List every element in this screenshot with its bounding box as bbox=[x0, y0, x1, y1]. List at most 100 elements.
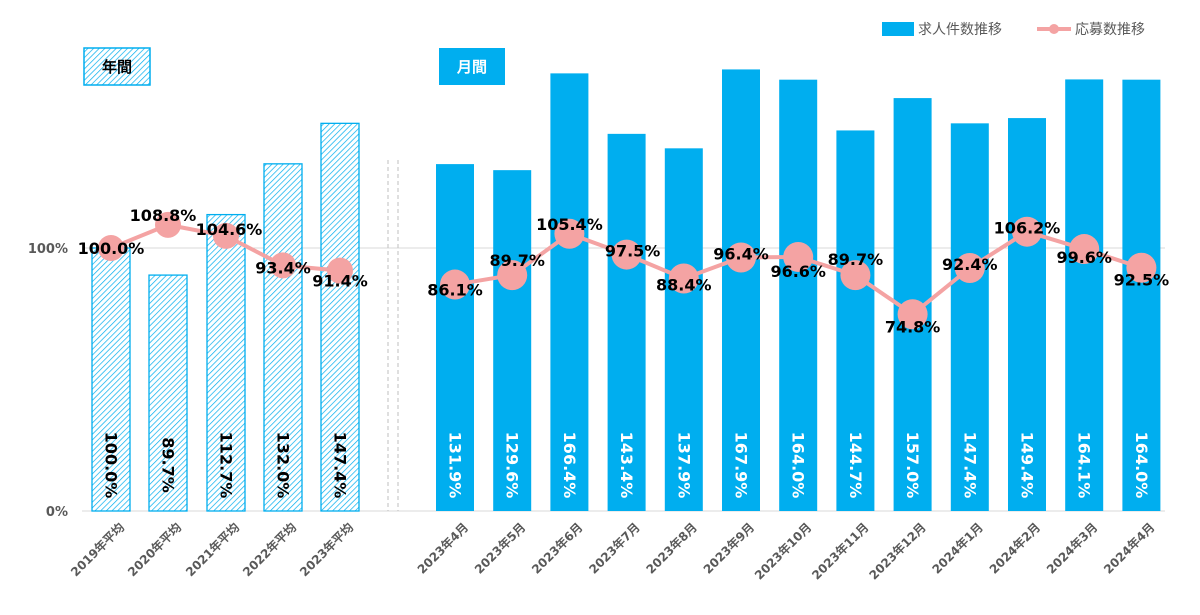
line-point bbox=[213, 222, 239, 249]
line-value-label: 74.8% bbox=[885, 317, 941, 336]
line-value-label: 105.4% bbox=[536, 215, 603, 234]
bar bbox=[1008, 118, 1046, 511]
line-value-label: 92.4% bbox=[942, 255, 998, 274]
line-point bbox=[611, 239, 642, 270]
x-tick-label: 2023年4月 bbox=[414, 520, 471, 577]
bar-value-label: 157.0% bbox=[903, 432, 922, 499]
bar-value-label: 164.1% bbox=[1075, 432, 1094, 499]
line-point bbox=[440, 269, 470, 300]
bar bbox=[1065, 79, 1104, 512]
line-point bbox=[897, 299, 928, 330]
x-tick-label: 2020年平均 bbox=[124, 520, 184, 580]
group-label-box-annual bbox=[83, 47, 151, 86]
bar bbox=[320, 122, 360, 512]
x-tick-label: 2021年平均 bbox=[182, 520, 242, 580]
bar bbox=[206, 213, 246, 512]
group-label-monthly: 月間 bbox=[456, 58, 487, 76]
line-point bbox=[954, 252, 985, 283]
line-point bbox=[783, 241, 814, 272]
x-tick-label: 2019年平均 bbox=[67, 520, 127, 580]
bar-value-label: 147.4% bbox=[331, 432, 350, 499]
x-tick-label: 2023年11月 bbox=[809, 520, 872, 583]
x-tick-label: 2024年3月 bbox=[1043, 520, 1100, 577]
line-value-label: 108.8% bbox=[130, 206, 197, 225]
line-value-label: 96.6% bbox=[770, 262, 826, 281]
line-value-label: 106.2% bbox=[994, 219, 1061, 238]
x-tick-label: 2022年平均 bbox=[239, 520, 299, 580]
bar bbox=[607, 133, 646, 511]
bar-value-label: 129.6% bbox=[503, 432, 522, 499]
line-point bbox=[1126, 252, 1157, 283]
bar-value-label: 167.9% bbox=[732, 432, 751, 499]
bar bbox=[436, 164, 474, 511]
bar bbox=[722, 69, 760, 511]
x-tick-label: 2024年4月 bbox=[1100, 520, 1157, 577]
bar-value-label: 131.9% bbox=[446, 432, 465, 499]
legend-swatch-marker bbox=[1049, 24, 1059, 34]
bar-value-label: 132.0% bbox=[274, 432, 293, 499]
line-value-label: 92.5% bbox=[1114, 271, 1170, 290]
x-tick-label: 2023年7月 bbox=[586, 520, 643, 577]
bar-value-label: 149.4% bbox=[1018, 432, 1037, 499]
line-value-label: 88.4% bbox=[656, 276, 712, 295]
line-point bbox=[1012, 216, 1042, 247]
line-value-label: 86.1% bbox=[427, 281, 483, 300]
x-tick-label: 2023年平均 bbox=[296, 520, 356, 580]
x-tick-label: 2024年1月 bbox=[929, 520, 986, 577]
x-tick-label: 2023年12月 bbox=[866, 520, 929, 583]
line-point bbox=[155, 211, 181, 238]
bar bbox=[950, 123, 989, 511]
x-tick-label: 2023年8月 bbox=[643, 520, 700, 577]
bar bbox=[779, 79, 818, 512]
y-tick-label: 0% bbox=[46, 505, 68, 520]
legend-label-bar: 求人件数推移 bbox=[918, 22, 1002, 38]
line-value-label: 99.6% bbox=[1056, 248, 1112, 267]
bar bbox=[664, 148, 703, 511]
bar bbox=[493, 170, 532, 512]
bar-value-label: 89.7% bbox=[159, 437, 178, 493]
bar-value-label: 143.4% bbox=[617, 432, 636, 499]
line-point bbox=[270, 252, 296, 279]
bar-value-label: 137.9% bbox=[674, 432, 693, 499]
line-value-label: 93.4% bbox=[255, 258, 311, 277]
line-point bbox=[327, 257, 353, 284]
bar-value-label: 147.4% bbox=[960, 432, 979, 499]
bar-value-label: 100.0% bbox=[102, 432, 121, 499]
x-tick-label: 2023年9月 bbox=[700, 520, 757, 577]
line-value-label: 104.6% bbox=[196, 220, 263, 239]
line-point bbox=[497, 260, 528, 291]
line-value-label: 96.4% bbox=[713, 244, 769, 263]
bar-value-label: 144.7% bbox=[846, 432, 865, 499]
x-tick-label: 2023年6月 bbox=[528, 520, 585, 577]
line-point bbox=[554, 218, 585, 249]
line-value-label: 89.7% bbox=[489, 251, 545, 270]
bar bbox=[91, 247, 131, 512]
line-point bbox=[98, 235, 124, 261]
x-tick-label: 2023年5月 bbox=[471, 520, 528, 577]
line-point bbox=[840, 260, 871, 291]
bar bbox=[148, 274, 188, 512]
bar-value-label: 164.0% bbox=[1132, 432, 1151, 499]
line-point bbox=[726, 242, 756, 273]
line-value-label: 89.7% bbox=[828, 250, 884, 269]
bar-value-label: 112.7% bbox=[217, 432, 236, 499]
line-point bbox=[668, 263, 699, 294]
line-value-label: 100.0% bbox=[78, 239, 145, 258]
bar bbox=[550, 73, 589, 512]
bar bbox=[1122, 79, 1161, 512]
x-tick-label: 2023年10月 bbox=[751, 520, 814, 583]
legend-label-line: 応募数推移 bbox=[1075, 22, 1145, 38]
bar-value-label: 166.4% bbox=[560, 432, 579, 499]
group-label-box-monthly bbox=[439, 48, 505, 85]
line-point bbox=[1069, 234, 1100, 265]
bar-value-label: 164.0% bbox=[789, 432, 808, 499]
line-value-label: 91.4% bbox=[312, 272, 368, 291]
bar bbox=[836, 130, 875, 511]
legend-swatch-bar bbox=[882, 22, 914, 36]
group-label-annual: 年間 bbox=[102, 58, 132, 76]
y-tick-label: 100% bbox=[28, 242, 68, 257]
line-value-label: 97.5% bbox=[605, 242, 661, 261]
bar bbox=[263, 163, 303, 512]
